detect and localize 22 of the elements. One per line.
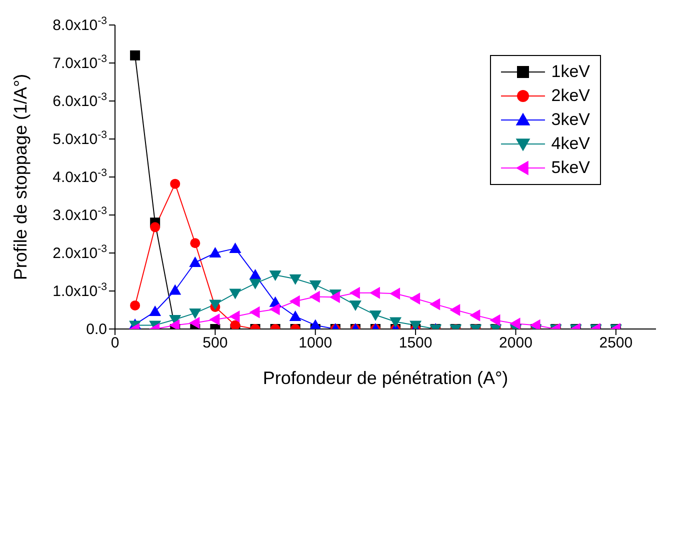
legend-label: 3keV [551,110,590,130]
legend-label: 5keV [551,158,590,178]
y-tick-label: 0.0 [86,321,107,338]
y-tick-label: 3.0x10$^{-3}$ [52,205,108,224]
y-tick-label: 2.0x10$^{-3}$ [52,243,108,262]
x-tick-label: 1500 [398,334,432,352]
y-tick-label: 8.0x10$^{-3}$ [52,15,108,34]
x-tick-label: 0 [110,334,120,352]
y-tick-label: 6.0x10$^{-3}$ [52,91,108,110]
y-tick-label: 4.0x10$^{-3}$ [52,167,108,186]
x-axis-title: Profondeur de pénétration (A°) [262,368,508,388]
y-tick-label: 5.0x10$^{-3}$ [52,129,108,148]
y-tick-label: 7.0x10$^{-3}$ [52,53,108,72]
y-axis-title: Profile de stoppage (1/A°) [10,74,30,280]
legend-label: 4keV [551,134,590,154]
x-tick-label: 500 [202,334,228,352]
y-tick-label: 1.0x10$^{-3}$ [52,281,108,300]
legend-label: 1keV [551,62,590,82]
x-tick-label: 2500 [599,334,633,352]
legend-label: 2keV [551,86,590,106]
x-tick-label: 1000 [298,334,332,352]
x-tick-label: 2000 [499,334,532,352]
